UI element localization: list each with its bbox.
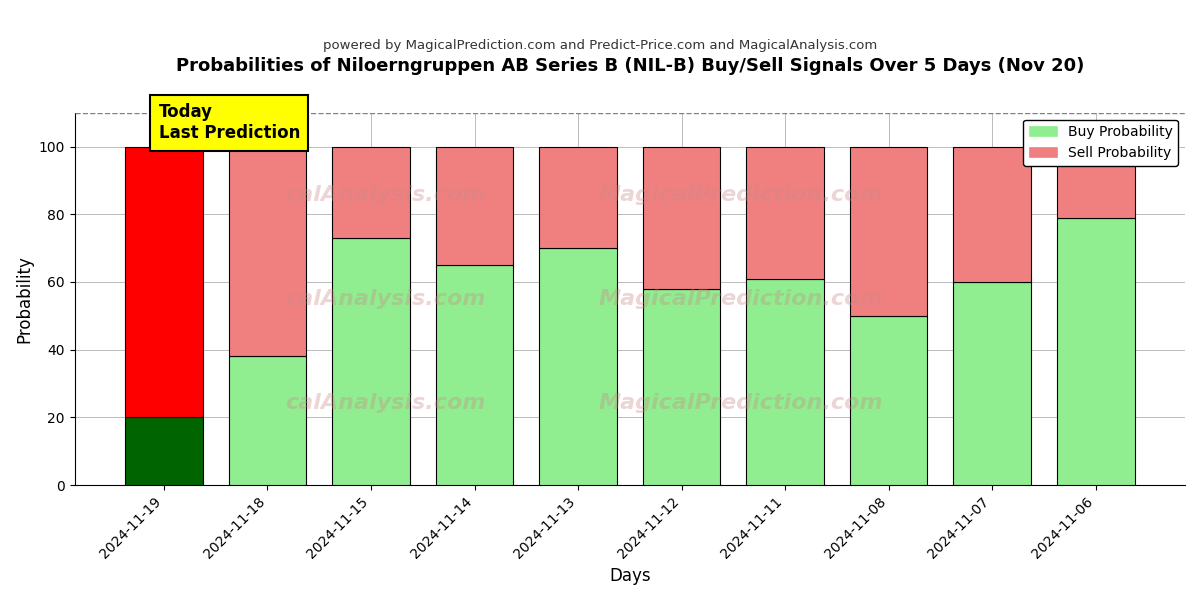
Bar — [643, 289, 720, 485]
Text: MagicalPrediction.com: MagicalPrediction.com — [599, 289, 883, 309]
Bar — [850, 146, 928, 316]
Bar — [229, 356, 306, 485]
Bar — [539, 146, 617, 248]
Bar — [746, 146, 824, 278]
Bar — [643, 146, 720, 289]
Bar — [332, 146, 410, 238]
Bar — [229, 146, 306, 356]
Legend: Buy Probability, Sell Probability: Buy Probability, Sell Probability — [1024, 119, 1178, 166]
Bar — [125, 418, 203, 485]
Text: calAnalysis.com: calAnalysis.com — [286, 185, 486, 205]
X-axis label: Days: Days — [610, 567, 650, 585]
Text: MagicalPrediction.com: MagicalPrediction.com — [599, 393, 883, 413]
Bar — [125, 146, 203, 418]
Bar — [539, 248, 617, 485]
Bar — [436, 146, 514, 265]
Y-axis label: Probability: Probability — [16, 255, 34, 343]
Text: Today
Last Prediction: Today Last Prediction — [158, 103, 300, 142]
Bar — [746, 278, 824, 485]
Bar — [436, 265, 514, 485]
Bar — [850, 316, 928, 485]
Bar — [953, 146, 1031, 282]
Text: calAnalysis.com: calAnalysis.com — [286, 289, 486, 309]
Bar — [953, 282, 1031, 485]
Bar — [332, 238, 410, 485]
Text: MagicalPrediction.com: MagicalPrediction.com — [599, 185, 883, 205]
Bar — [1057, 146, 1134, 218]
Text: calAnalysis.com: calAnalysis.com — [286, 393, 486, 413]
Text: powered by MagicalPrediction.com and Predict-Price.com and MagicalAnalysis.com: powered by MagicalPrediction.com and Pre… — [323, 39, 877, 52]
Bar — [1057, 218, 1134, 485]
Title: Probabilities of Niloerngruppen AB Series B (NIL-B) Buy/Sell Signals Over 5 Days: Probabilities of Niloerngruppen AB Serie… — [175, 57, 1084, 75]
